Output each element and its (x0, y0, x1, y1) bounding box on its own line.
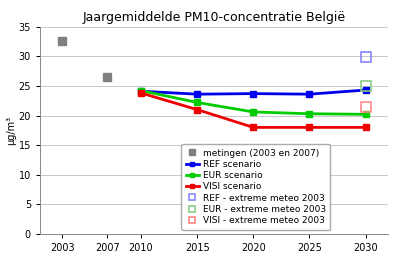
Title: Jaargemiddelde PM10-concentratie België: Jaargemiddelde PM10-concentratie België (82, 11, 346, 24)
Legend: metingen (2003 en 2007), REF scenario, EUR scenario, VISI scenario, REF - extrem: metingen (2003 en 2007), REF scenario, E… (181, 144, 330, 230)
Y-axis label: μg/m³: μg/m³ (6, 116, 16, 145)
